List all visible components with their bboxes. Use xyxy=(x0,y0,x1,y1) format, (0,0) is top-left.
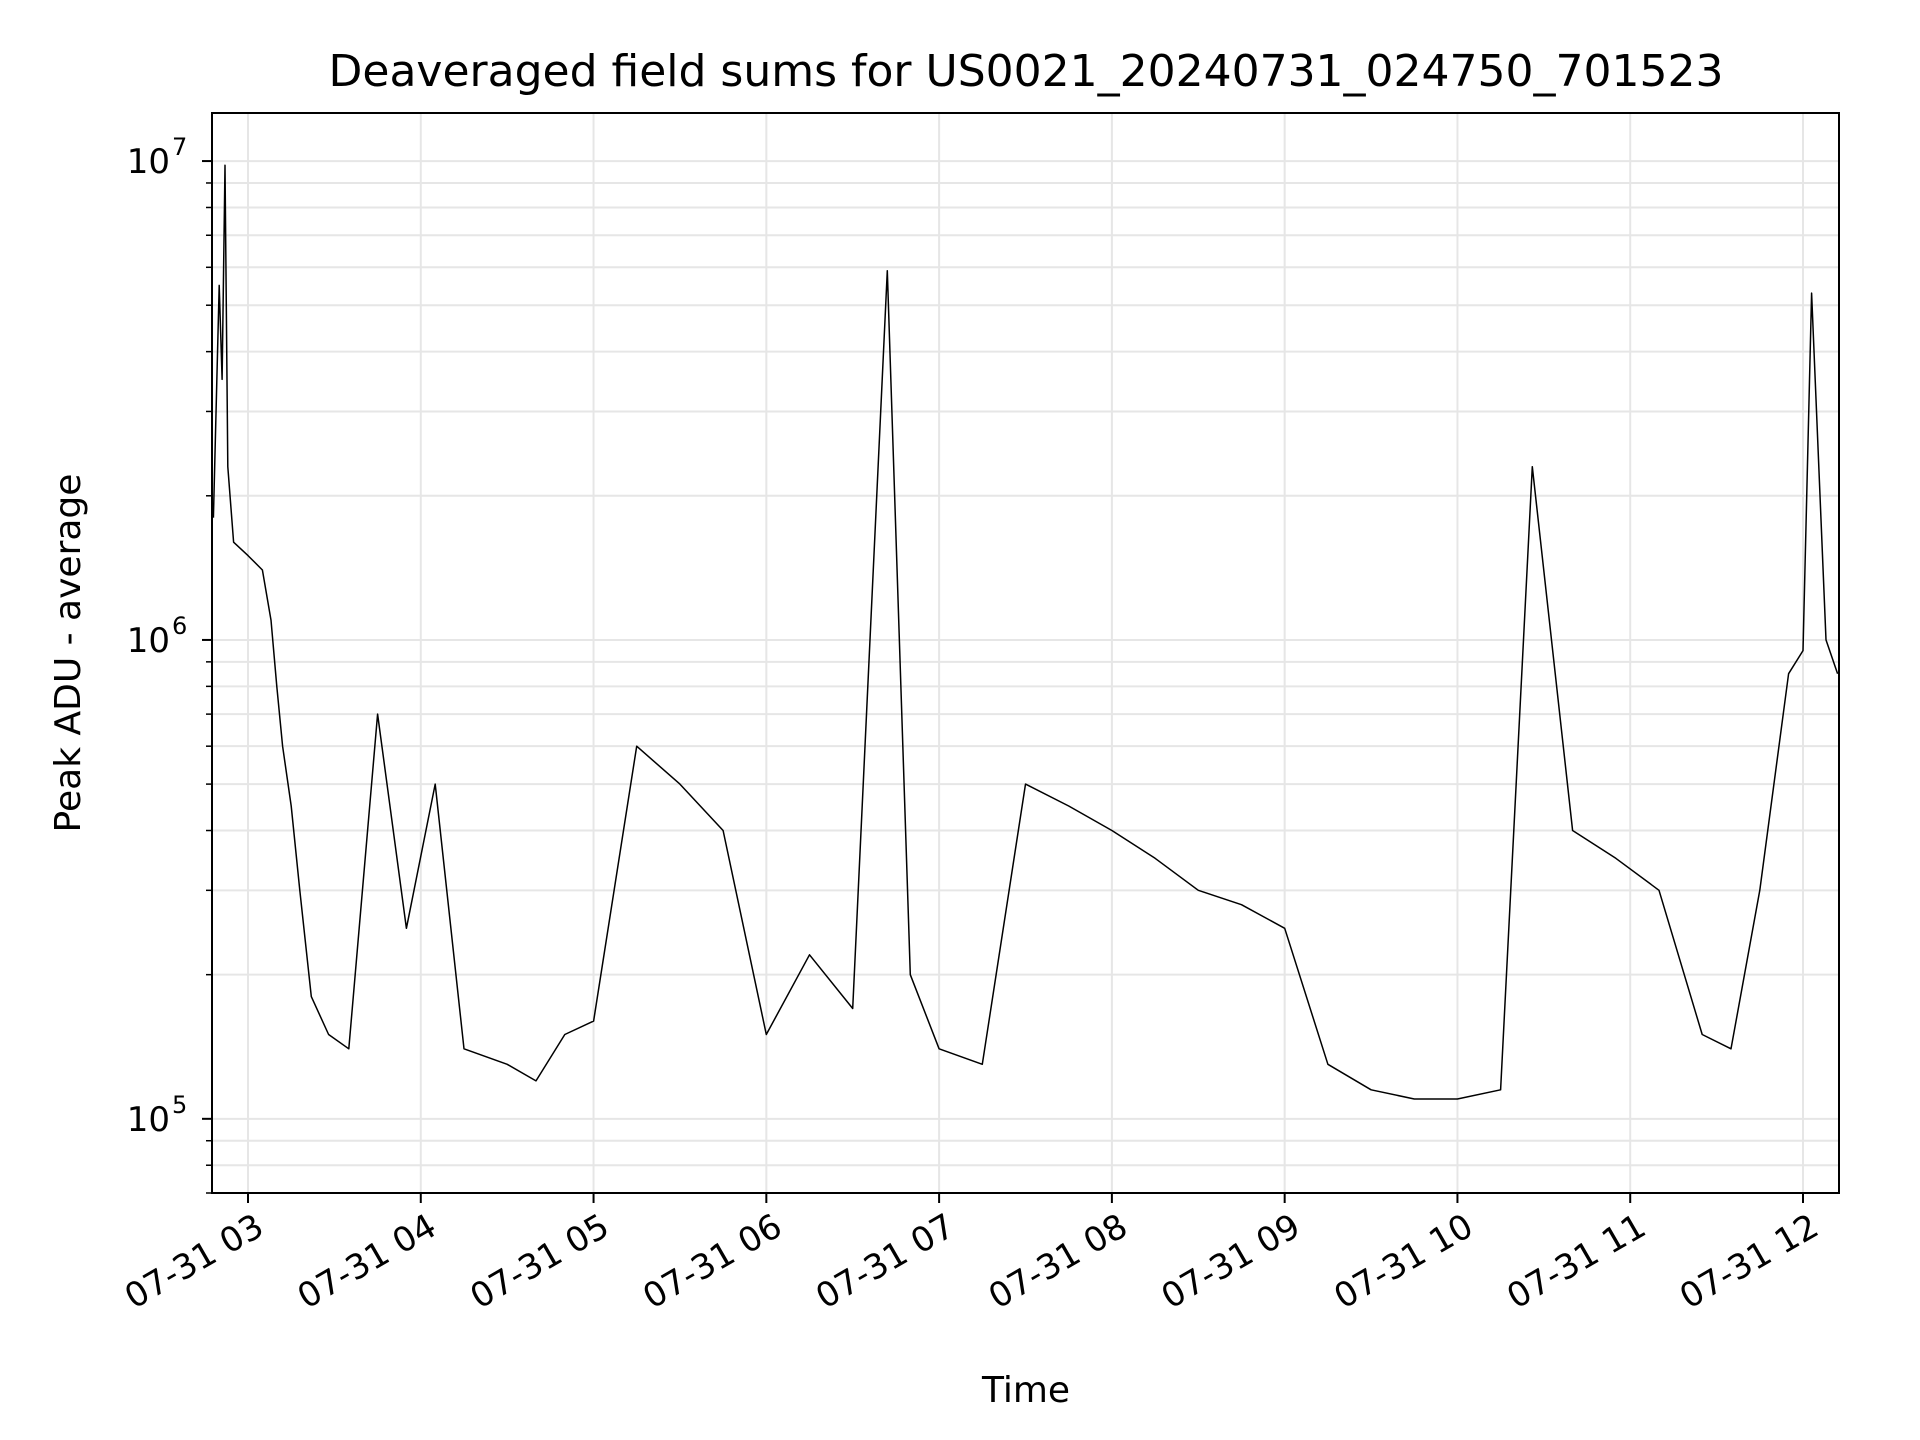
y-tick-label: 10 xyxy=(127,621,170,661)
y-tick-label: 10 xyxy=(127,1100,170,1140)
x-axis-label: Time xyxy=(981,1370,1070,1411)
y-tick-label-exponent: 6 xyxy=(172,612,187,640)
data-line xyxy=(212,164,1839,1100)
y-tick-label-exponent: 5 xyxy=(172,1091,187,1119)
plot-frame xyxy=(211,112,1840,1194)
y-tick-label: 10 xyxy=(127,142,170,182)
y-axis-label: Peak ADU - average xyxy=(48,474,89,833)
grid xyxy=(212,113,1839,1194)
data-line-group xyxy=(212,164,1839,1100)
y-tick-label-exponent: 7 xyxy=(172,133,187,161)
chart-title: Deaveraged field sums for US0021_2024073… xyxy=(329,46,1724,97)
